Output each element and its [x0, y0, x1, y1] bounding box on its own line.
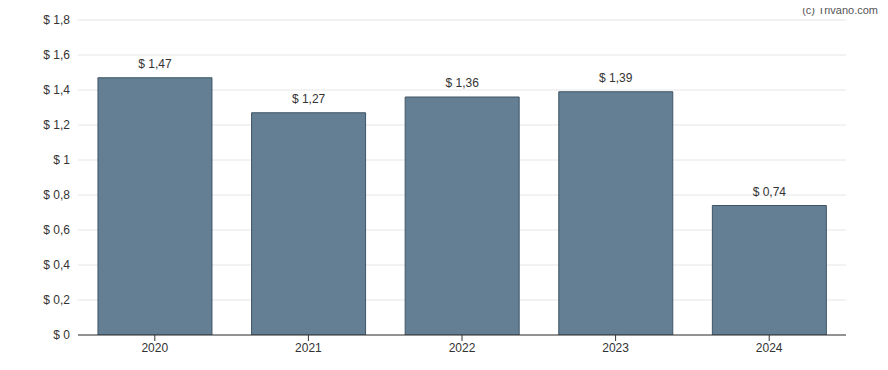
svg-text:$ 0,2: $ 0,2	[43, 293, 70, 307]
svg-text:$ 1,6: $ 1,6	[43, 48, 70, 62]
svg-text:$ 0,6: $ 0,6	[43, 223, 70, 237]
svg-text:2024: 2024	[756, 341, 783, 355]
svg-text:2020: 2020	[141, 341, 168, 355]
svg-text:$ 1,36: $ 1,36	[445, 76, 479, 90]
svg-text:$ 0,8: $ 0,8	[43, 188, 70, 202]
svg-text:2022: 2022	[449, 341, 476, 355]
html-text:(c) Trivano.com: (c) Trivano.com	[802, 4, 878, 16]
svg-text:$ 1,4: $ 1,4	[43, 83, 70, 97]
svg-text:$ 1,8: $ 1,8	[43, 13, 70, 27]
svg-text:$ 1: $ 1	[53, 153, 70, 167]
svg-text:$ 1,47: $ 1,47	[138, 57, 172, 71]
svg-text:$ 0: $ 0	[53, 328, 70, 342]
svg-text:2023: 2023	[602, 341, 629, 355]
svg-text:2021: 2021	[295, 341, 322, 355]
svg-text:$ 1,2: $ 1,2	[43, 118, 70, 132]
svg-text:$ 1,39: $ 1,39	[599, 71, 633, 85]
svg-text:$ 0,74: $ 0,74	[753, 185, 787, 199]
svg-text:$ 1,27: $ 1,27	[292, 92, 326, 106]
svg-text:$ 0,4: $ 0,4	[43, 258, 70, 272]
